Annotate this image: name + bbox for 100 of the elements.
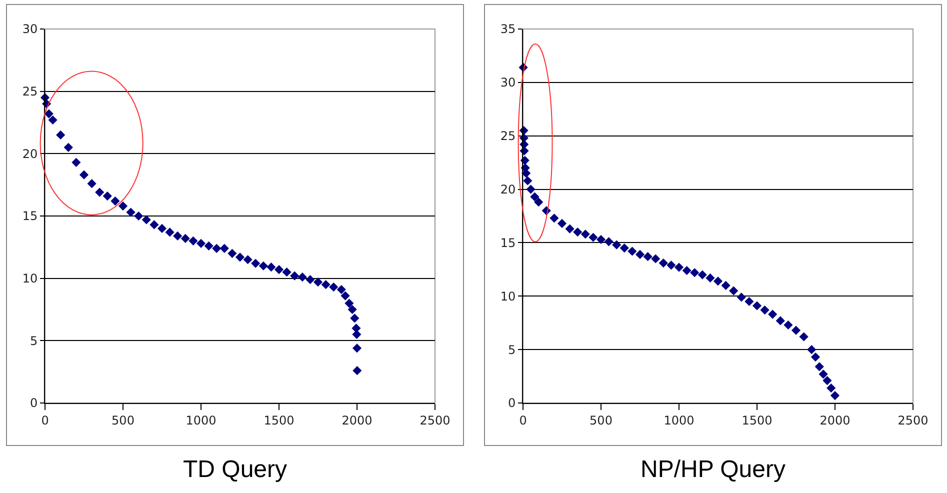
point <box>822 376 832 386</box>
y-tick-label: 10 <box>500 289 516 304</box>
point <box>744 296 754 306</box>
point <box>628 246 637 256</box>
point <box>760 305 770 315</box>
point <box>173 231 182 240</box>
point <box>620 244 629 253</box>
y-tick-label: 0 <box>508 396 516 410</box>
point <box>72 158 81 167</box>
point <box>818 370 828 379</box>
point <box>352 344 362 353</box>
y-tick-label: 15 <box>500 236 516 250</box>
point <box>791 326 801 335</box>
point <box>658 258 668 268</box>
point <box>44 109 54 118</box>
point <box>565 224 574 234</box>
point <box>344 298 354 308</box>
point <box>102 192 112 201</box>
point <box>534 198 544 207</box>
point <box>550 214 559 223</box>
point <box>266 262 276 272</box>
point <box>336 285 346 294</box>
point <box>150 220 159 230</box>
x-tick-label: 2000 <box>342 413 372 428</box>
point <box>352 366 362 376</box>
point <box>348 304 357 314</box>
point <box>523 176 532 186</box>
y-tick-label: 20 <box>22 146 38 161</box>
x-tick-label: 1500 <box>264 413 294 428</box>
x-tick-label: 1000 <box>186 413 216 428</box>
point <box>188 236 198 246</box>
point <box>243 255 252 264</box>
point <box>651 254 660 264</box>
x-tick-label: 2000 <box>820 413 850 428</box>
point <box>698 270 707 280</box>
x-tick-label: 1000 <box>664 413 694 428</box>
point <box>56 130 66 140</box>
y-tick-label: 10 <box>22 272 38 286</box>
point <box>643 252 652 262</box>
point <box>251 258 260 268</box>
point <box>64 142 73 152</box>
point <box>530 192 540 202</box>
y-tick-label: 35 <box>500 22 516 36</box>
point <box>220 244 229 253</box>
point <box>768 310 778 319</box>
x-tick-label: 2500 <box>898 413 928 428</box>
x-tick-label: 500 <box>112 413 134 428</box>
point <box>604 237 614 246</box>
point <box>596 234 606 244</box>
point <box>118 201 128 211</box>
x-tick-label: 0 <box>41 413 49 428</box>
point <box>729 286 738 296</box>
point <box>830 390 840 400</box>
point <box>180 234 190 243</box>
text: NP/HP Query <box>640 456 786 484</box>
point <box>526 184 536 194</box>
point <box>212 244 222 253</box>
point <box>95 188 104 197</box>
point <box>826 383 836 393</box>
point <box>235 252 245 262</box>
point <box>134 211 144 221</box>
point <box>306 275 315 284</box>
point <box>290 271 300 280</box>
y-tick-label: 5 <box>30 334 38 348</box>
point <box>810 352 820 362</box>
point <box>588 232 598 242</box>
point <box>580 230 590 239</box>
point <box>612 240 622 250</box>
y-tick-label: 25 <box>500 129 516 144</box>
point <box>142 215 151 224</box>
point <box>736 292 746 302</box>
point <box>674 262 684 272</box>
point <box>557 218 567 228</box>
point <box>690 268 700 278</box>
point <box>776 316 785 326</box>
point <box>48 115 58 125</box>
y-tick-label: 30 <box>22 22 38 36</box>
point <box>666 260 676 270</box>
x-tick-label: 0 <box>519 413 527 428</box>
point <box>682 266 692 276</box>
y-tick-label: 20 <box>500 182 516 196</box>
point <box>79 170 89 180</box>
text: TD Query <box>182 456 288 484</box>
x-tick-label: 500 <box>590 413 612 428</box>
point <box>721 280 730 290</box>
point <box>573 227 582 237</box>
point <box>298 272 307 282</box>
point <box>110 196 120 206</box>
point <box>157 224 167 234</box>
point <box>228 248 237 258</box>
point <box>321 280 330 290</box>
point <box>329 282 338 292</box>
point <box>752 301 762 310</box>
y-tick-label: 0 <box>30 396 38 410</box>
point <box>282 268 292 277</box>
point <box>807 345 816 354</box>
y-tick-label: 25 <box>22 84 38 99</box>
point <box>313 278 323 287</box>
y-tick-label: 15 <box>22 209 38 224</box>
y-tick-label: 5 <box>508 342 516 357</box>
